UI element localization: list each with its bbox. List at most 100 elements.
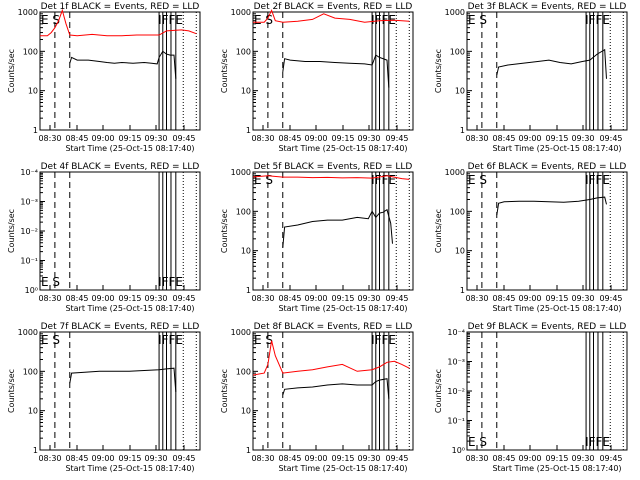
- x-axis-label: Start Time (25-Oct-15 08:17:40): [278, 464, 407, 473]
- y-tick-label: 10⁻³: [20, 198, 38, 207]
- panel-title: Det 5f BLACK = Events, RED = LLD: [254, 162, 413, 172]
- x-tick-label: 09:30: [357, 294, 380, 303]
- lld-series-line: [253, 9, 410, 23]
- y-tick-label: 10⁻¹: [447, 417, 465, 426]
- event-start-label: E S: [41, 333, 60, 347]
- x-tick-label: 09:00: [304, 134, 327, 143]
- x-axis-label: Start Time (25-Oct-15 08:17:40): [492, 144, 621, 153]
- x-tick-label: 08:30: [465, 134, 488, 143]
- x-tick-label: 09:45: [172, 294, 195, 303]
- y-tick-label: 1000: [445, 8, 465, 17]
- panel-title: Det 7f BLACK = Events, RED = LLD: [41, 322, 200, 332]
- x-tick-label: 08:30: [38, 454, 61, 463]
- x-tick-label: 09:15: [331, 454, 354, 463]
- x-tick-label: 08:45: [278, 454, 301, 463]
- event-start-label: E S: [254, 13, 273, 27]
- y-axis-label: Counts/sec: [434, 369, 443, 413]
- x-tick-label: 09:00: [304, 294, 327, 303]
- y-tick-label: 10⁻²: [447, 387, 465, 396]
- event-start-label: E S: [41, 275, 60, 289]
- x-tick-label: 09:00: [91, 134, 114, 143]
- x-tick-label: 08:30: [465, 294, 488, 303]
- x-axis-label: Start Time (25-Oct-15 08:17:40): [492, 464, 621, 473]
- x-tick-label: 09:00: [518, 454, 541, 463]
- y-tick-label: 1: [460, 286, 465, 295]
- x-tick-label: 09:30: [571, 454, 594, 463]
- x-tick-label: 08:45: [492, 294, 515, 303]
- plot-frame: [252, 331, 414, 451]
- x-tick-label: 08:30: [251, 134, 274, 143]
- x-tick-label: 09:00: [518, 134, 541, 143]
- x-axis-label: Start Time (25-Oct-15 08:17:40): [492, 304, 621, 313]
- x-tick-label: 09:00: [91, 294, 114, 303]
- x-tick-label: 09:15: [545, 454, 568, 463]
- x-axis-label: Start Time (25-Oct-15 08:17:40): [65, 464, 194, 473]
- y-tick-label: 1: [33, 126, 38, 135]
- x-tick-label: 08:30: [251, 294, 274, 303]
- y-tick-label: 1000: [445, 168, 465, 177]
- x-axis-label: Start Time (25-Oct-15 08:17:40): [278, 144, 407, 153]
- event-end-label: IFFE: [585, 13, 610, 27]
- x-tick-label: 08:30: [251, 454, 274, 463]
- x-tick-label: 09:30: [357, 134, 380, 143]
- y-tick-label: 100: [236, 367, 251, 376]
- x-tick-label: 09:00: [518, 294, 541, 303]
- panel-title: Det 8f BLACK = Events, RED = LLD: [254, 322, 413, 332]
- y-tick-label: 10: [241, 407, 251, 416]
- y-tick-label: 10⁰: [452, 446, 465, 455]
- x-tick-label: 09:30: [571, 134, 594, 143]
- y-tick-label: 10⁻¹: [20, 257, 38, 266]
- x-tick-label: 08:45: [492, 454, 515, 463]
- panel-title: Det 4f BLACK = Events, RED = LLD: [41, 162, 200, 172]
- event-start-label: E S: [254, 333, 273, 347]
- y-tick-label: 10: [28, 407, 38, 416]
- event-end-label: IFFE: [371, 13, 396, 27]
- x-tick-label: 08:30: [38, 134, 61, 143]
- plot-frame: [39, 331, 201, 451]
- y-tick-label: 10⁻⁴: [447, 328, 465, 337]
- plot-frame: [252, 171, 414, 291]
- y-axis-label: Counts/sec: [7, 209, 16, 253]
- x-tick-label: 09:30: [144, 454, 167, 463]
- y-tick-label: 10: [455, 247, 465, 256]
- plot-frame: [466, 171, 628, 291]
- x-axis-label: Start Time (25-Oct-15 08:17:40): [65, 144, 194, 153]
- event-end-label: IFFE: [158, 333, 183, 347]
- x-tick-label: 08:45: [65, 454, 88, 463]
- panel-title: Det 9f BLACK = Events, RED = LLD: [468, 322, 627, 332]
- event-end-label: IFFE: [371, 173, 396, 187]
- x-tick-label: 09:30: [144, 134, 167, 143]
- x-axis-label: Start Time (25-Oct-15 08:17:40): [278, 304, 407, 313]
- event-end-label: IFFE: [371, 333, 396, 347]
- x-tick-label: 09:30: [571, 294, 594, 303]
- lld-series-line: [252, 175, 410, 180]
- events-series-line: [69, 50, 177, 79]
- plot-frame: [466, 11, 628, 131]
- events-series-line: [282, 208, 393, 248]
- y-tick-label: 100: [450, 207, 465, 216]
- event-start-label: E S: [468, 13, 487, 27]
- y-axis-label: Counts/sec: [220, 49, 229, 93]
- plot-frame: [39, 11, 201, 131]
- event-start-label: E S: [41, 13, 60, 27]
- y-tick-label: 10: [455, 87, 465, 96]
- event-end-label: IFFE: [585, 435, 610, 449]
- x-tick-label: 09:45: [599, 454, 622, 463]
- x-tick-label: 09:15: [118, 294, 141, 303]
- x-tick-label: 09:45: [599, 294, 622, 303]
- x-tick-label: 09:00: [304, 454, 327, 463]
- events-series-line: [496, 48, 607, 79]
- y-tick-label: 1: [460, 126, 465, 135]
- event-end-label: IFFE: [585, 173, 610, 187]
- y-tick-label: 100: [23, 367, 38, 376]
- x-tick-label: 09:45: [385, 134, 408, 143]
- y-tick-label: 100: [236, 47, 251, 56]
- event-end-label: IFFE: [158, 13, 183, 27]
